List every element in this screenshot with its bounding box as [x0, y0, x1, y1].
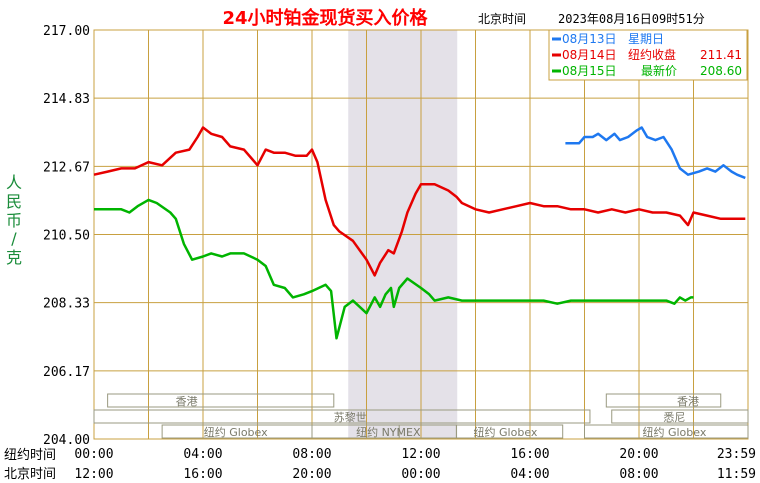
x-axis-row1-label: 纽约时间	[4, 448, 56, 463]
y-tick-label: 217.00	[43, 24, 90, 39]
y-tick-label: 214.83	[43, 92, 90, 107]
series-line-2	[94, 198, 694, 340]
session-bar	[107, 393, 335, 408]
legend-desc: 星期日	[628, 32, 664, 46]
series-line-1	[93, 126, 746, 277]
session-label: 悉尼	[663, 411, 685, 424]
x-tick-label-bj: 00:00	[401, 467, 440, 482]
session-bar	[611, 409, 749, 424]
y-axis-label-char: 克	[6, 248, 22, 267]
y-axis-label-char: /	[11, 229, 17, 248]
y-tick-label: 206.17	[43, 365, 90, 380]
x-tick-label-ny: 16:00	[510, 447, 549, 462]
series-line-0	[565, 126, 746, 180]
y-tick-label: 210.50	[43, 229, 90, 244]
legend-desc: 最新价	[641, 63, 677, 78]
update-timestamp: 2023年08月16日09时51分	[558, 12, 705, 26]
legend-item-2: 08月15日 最新价 208.60	[552, 63, 742, 78]
legend-desc: 纽约收盘	[628, 47, 676, 62]
x-tick-label-ny: 20:00	[619, 447, 658, 462]
price-lines	[93, 126, 746, 340]
x-tick-label-ny: 04:00	[183, 447, 222, 462]
x-tick-label-bj: 11:59	[717, 467, 756, 482]
x-tick-label-bj: 20:00	[292, 467, 331, 482]
chart-title: 24小时铂金现货买入价格	[222, 7, 428, 29]
x-tick-labels: 00:00 12:00 04:00 16:00 08:00 20:00 12:00 00:00…	[74, 447, 756, 482]
x-tick-label-ny: 12:00	[401, 447, 440, 462]
legend-item-0: 08月13日 星期日	[552, 32, 664, 46]
x-tick-label-bj: 04:00	[510, 467, 549, 482]
session-label: 香港	[176, 395, 198, 408]
session-label: 纽约 Globex	[642, 425, 706, 439]
session-bar	[93, 409, 591, 424]
session-label: 纽约 Globex	[474, 425, 538, 439]
legend-value: 208.60	[700, 64, 742, 78]
session-bar	[605, 393, 722, 408]
session-bar	[161, 424, 400, 439]
timezone-label: 北京时间	[478, 12, 526, 26]
legend-date: 08月13日	[562, 32, 617, 46]
x-tick-label-ny: 08:00	[292, 447, 331, 462]
legend-date: 08月14日	[562, 48, 617, 62]
session-label: 苏黎世	[334, 410, 367, 424]
x-tick-label-ny: 23:59	[717, 447, 756, 462]
session-label: 纽约 NYMEX	[356, 425, 421, 439]
y-axis-label-char: 民	[6, 192, 22, 211]
y-axis-label-char: 人	[6, 173, 22, 192]
legend-value: 211.41	[700, 48, 742, 62]
x-axis-row2-label: 北京时间	[4, 467, 56, 482]
session-bar	[455, 424, 564, 439]
x-tick-label-bj: 12:00	[74, 467, 113, 482]
x-tick-label-bj: 16:00	[183, 467, 222, 482]
session-bar	[584, 424, 749, 439]
x-tick-label-bj: 08:00	[619, 467, 658, 482]
legend-item-1: 08月14日 纽约收盘 211.41	[552, 47, 742, 62]
chart-grid	[93, 29, 749, 440]
legend-date: 08月15日	[562, 64, 617, 78]
y-axis-label: 人 民 币 / 克	[6, 173, 22, 267]
y-tick-label: 208.33	[43, 297, 90, 312]
y-tick-label: 204.00	[43, 433, 90, 448]
legend: 08月13日 星期日 08月14日 纽约收盘 211.41 08月15日 最新价…	[548, 29, 748, 81]
y-tick-labels: 217.00 214.83 212.67 210.50 208.33 206.17 204.…	[43, 24, 90, 448]
session-label: 纽约 Globex	[204, 425, 268, 439]
session-label: 香港	[677, 395, 699, 408]
y-tick-label: 212.67	[43, 160, 90, 175]
y-axis-label-char: 币	[6, 211, 22, 230]
x-tick-label-ny: 00:00	[74, 447, 113, 462]
